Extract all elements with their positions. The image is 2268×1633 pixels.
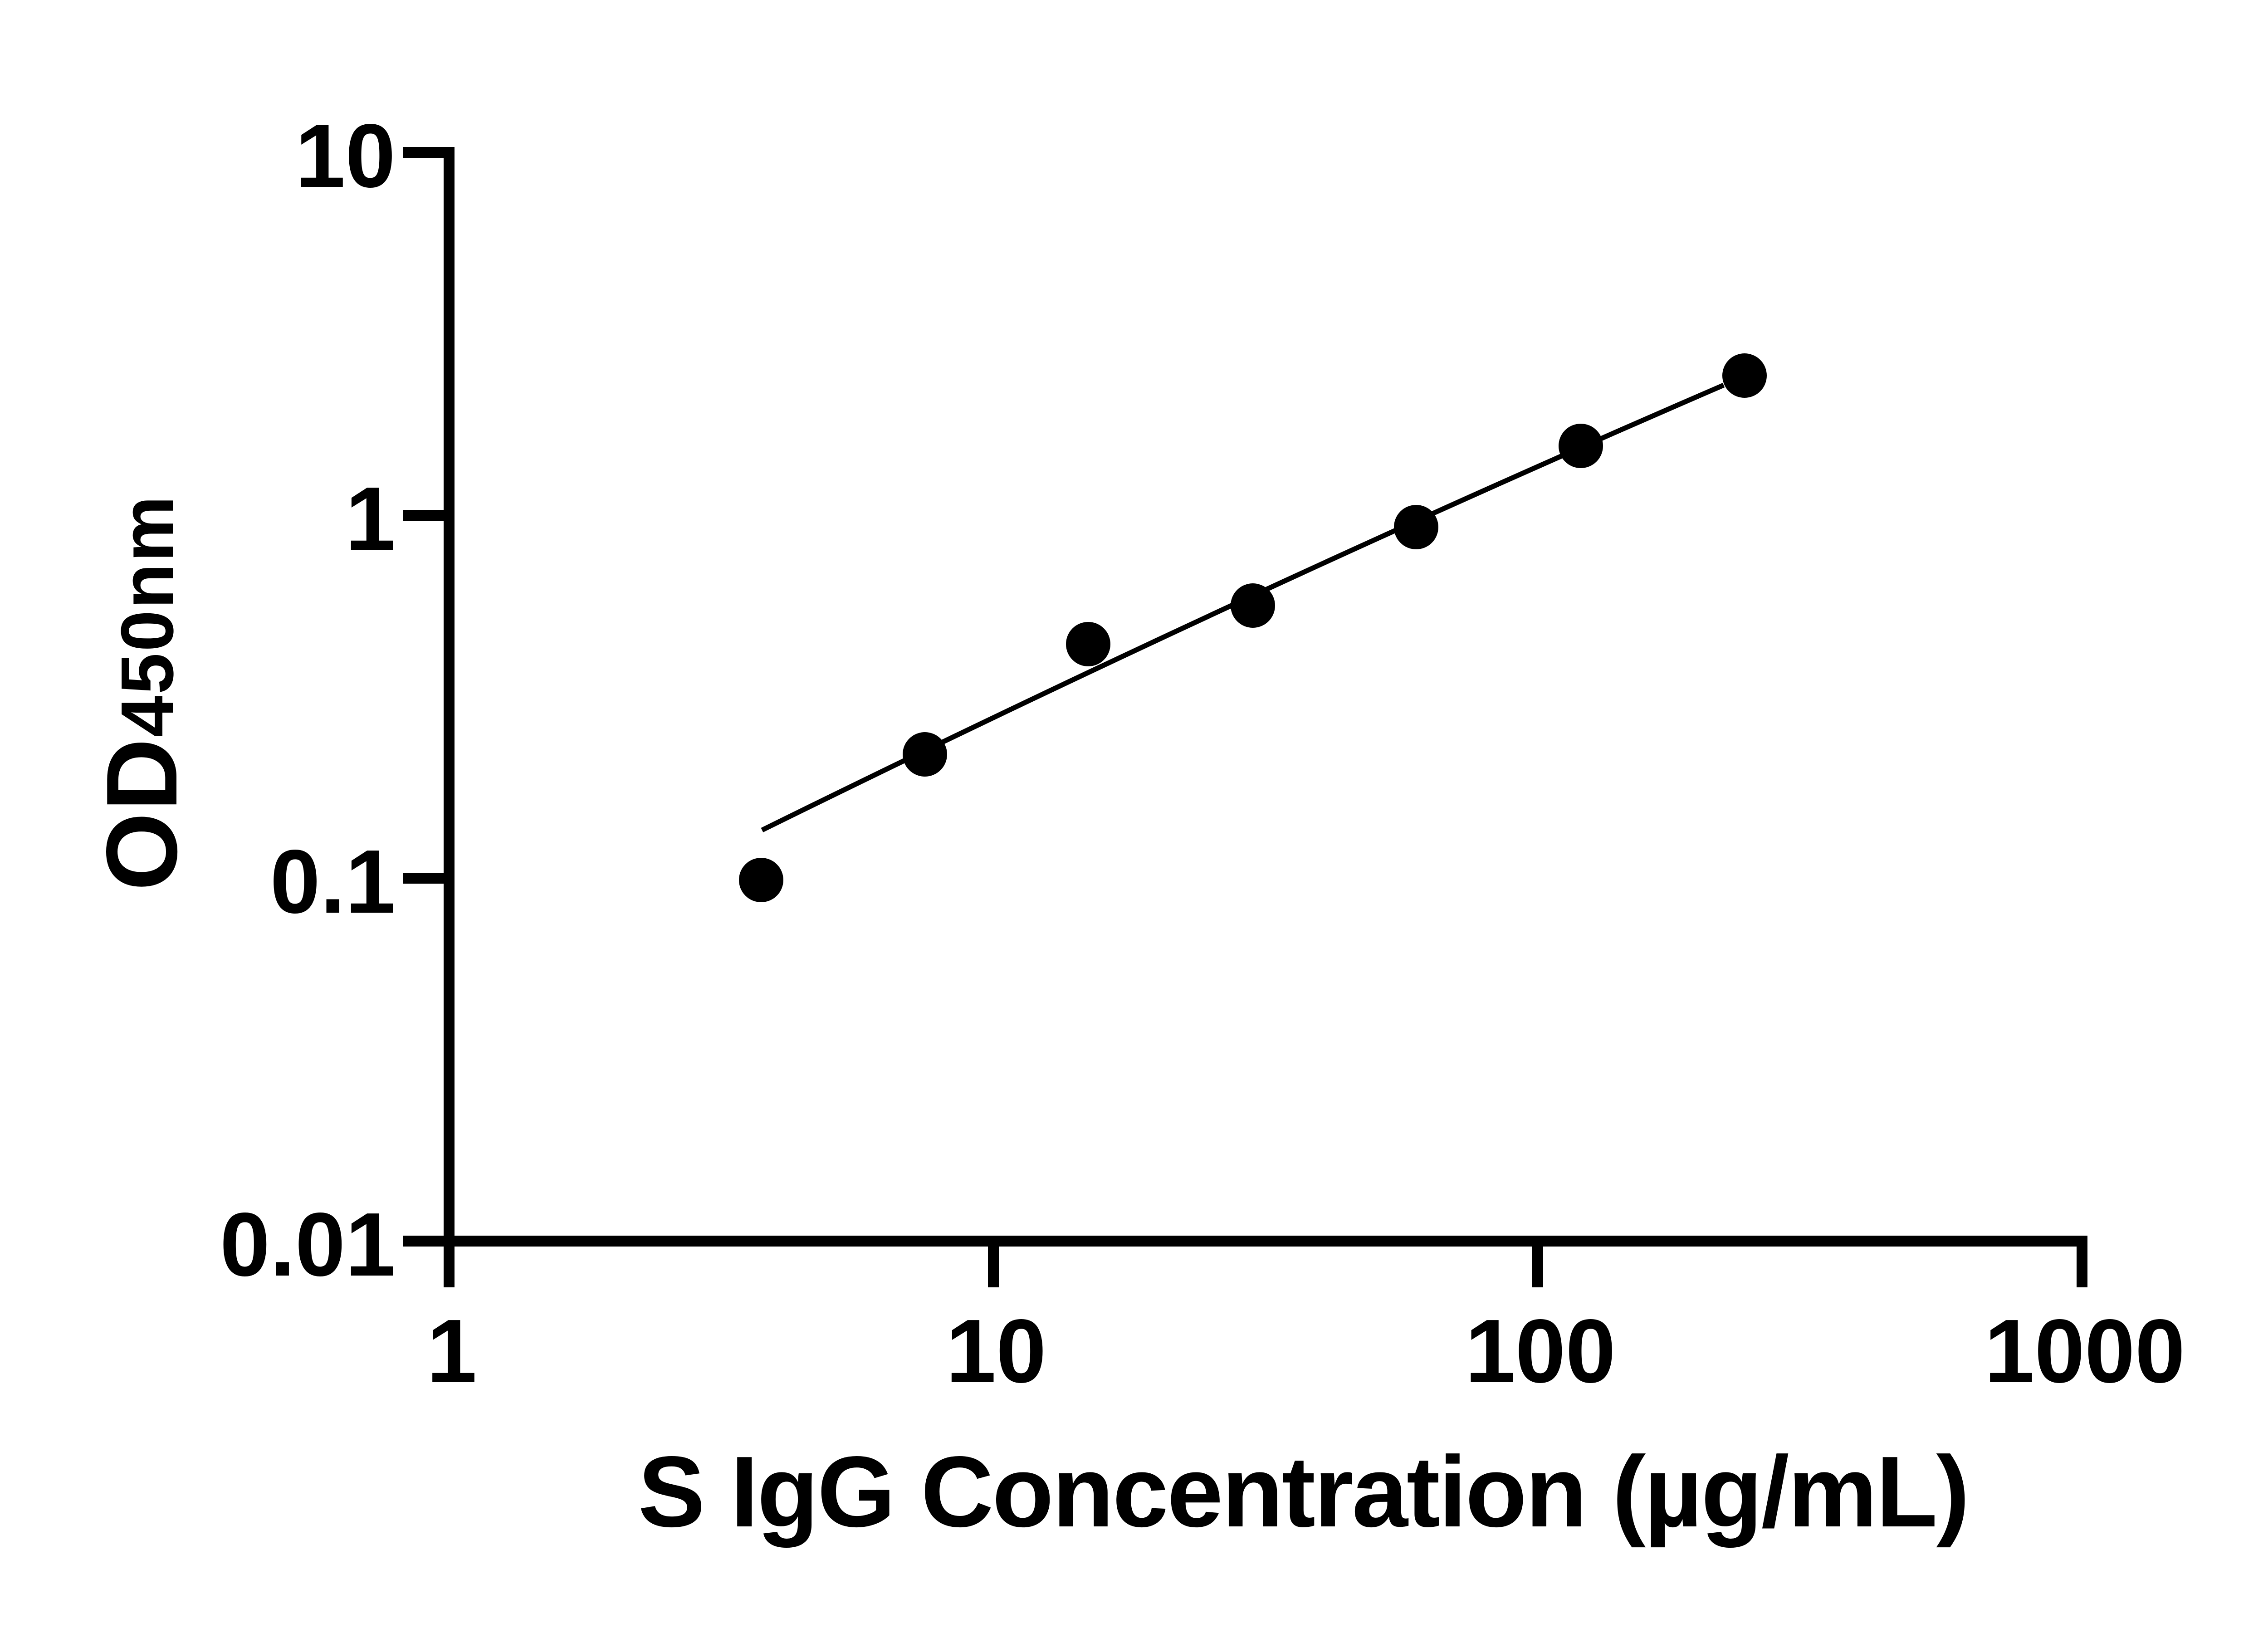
- svg-text:1: 1: [427, 1301, 477, 1402]
- svg-text:0.1: 0.1: [270, 831, 396, 932]
- svg-text:0.01: 0.01: [220, 1194, 396, 1295]
- svg-text:10: 10: [295, 106, 396, 206]
- svg-text:1: 1: [345, 469, 396, 569]
- svg-text:10: 10: [946, 1301, 1046, 1402]
- svg-text:S IgG Concentration (µg/mL): S IgG Concentration (µg/mL): [638, 1436, 1969, 1548]
- svg-text:1000: 1000: [1984, 1301, 2185, 1402]
- svg-text:OD450nm: OD450nm: [86, 494, 198, 891]
- svg-text:100: 100: [1465, 1301, 1616, 1402]
